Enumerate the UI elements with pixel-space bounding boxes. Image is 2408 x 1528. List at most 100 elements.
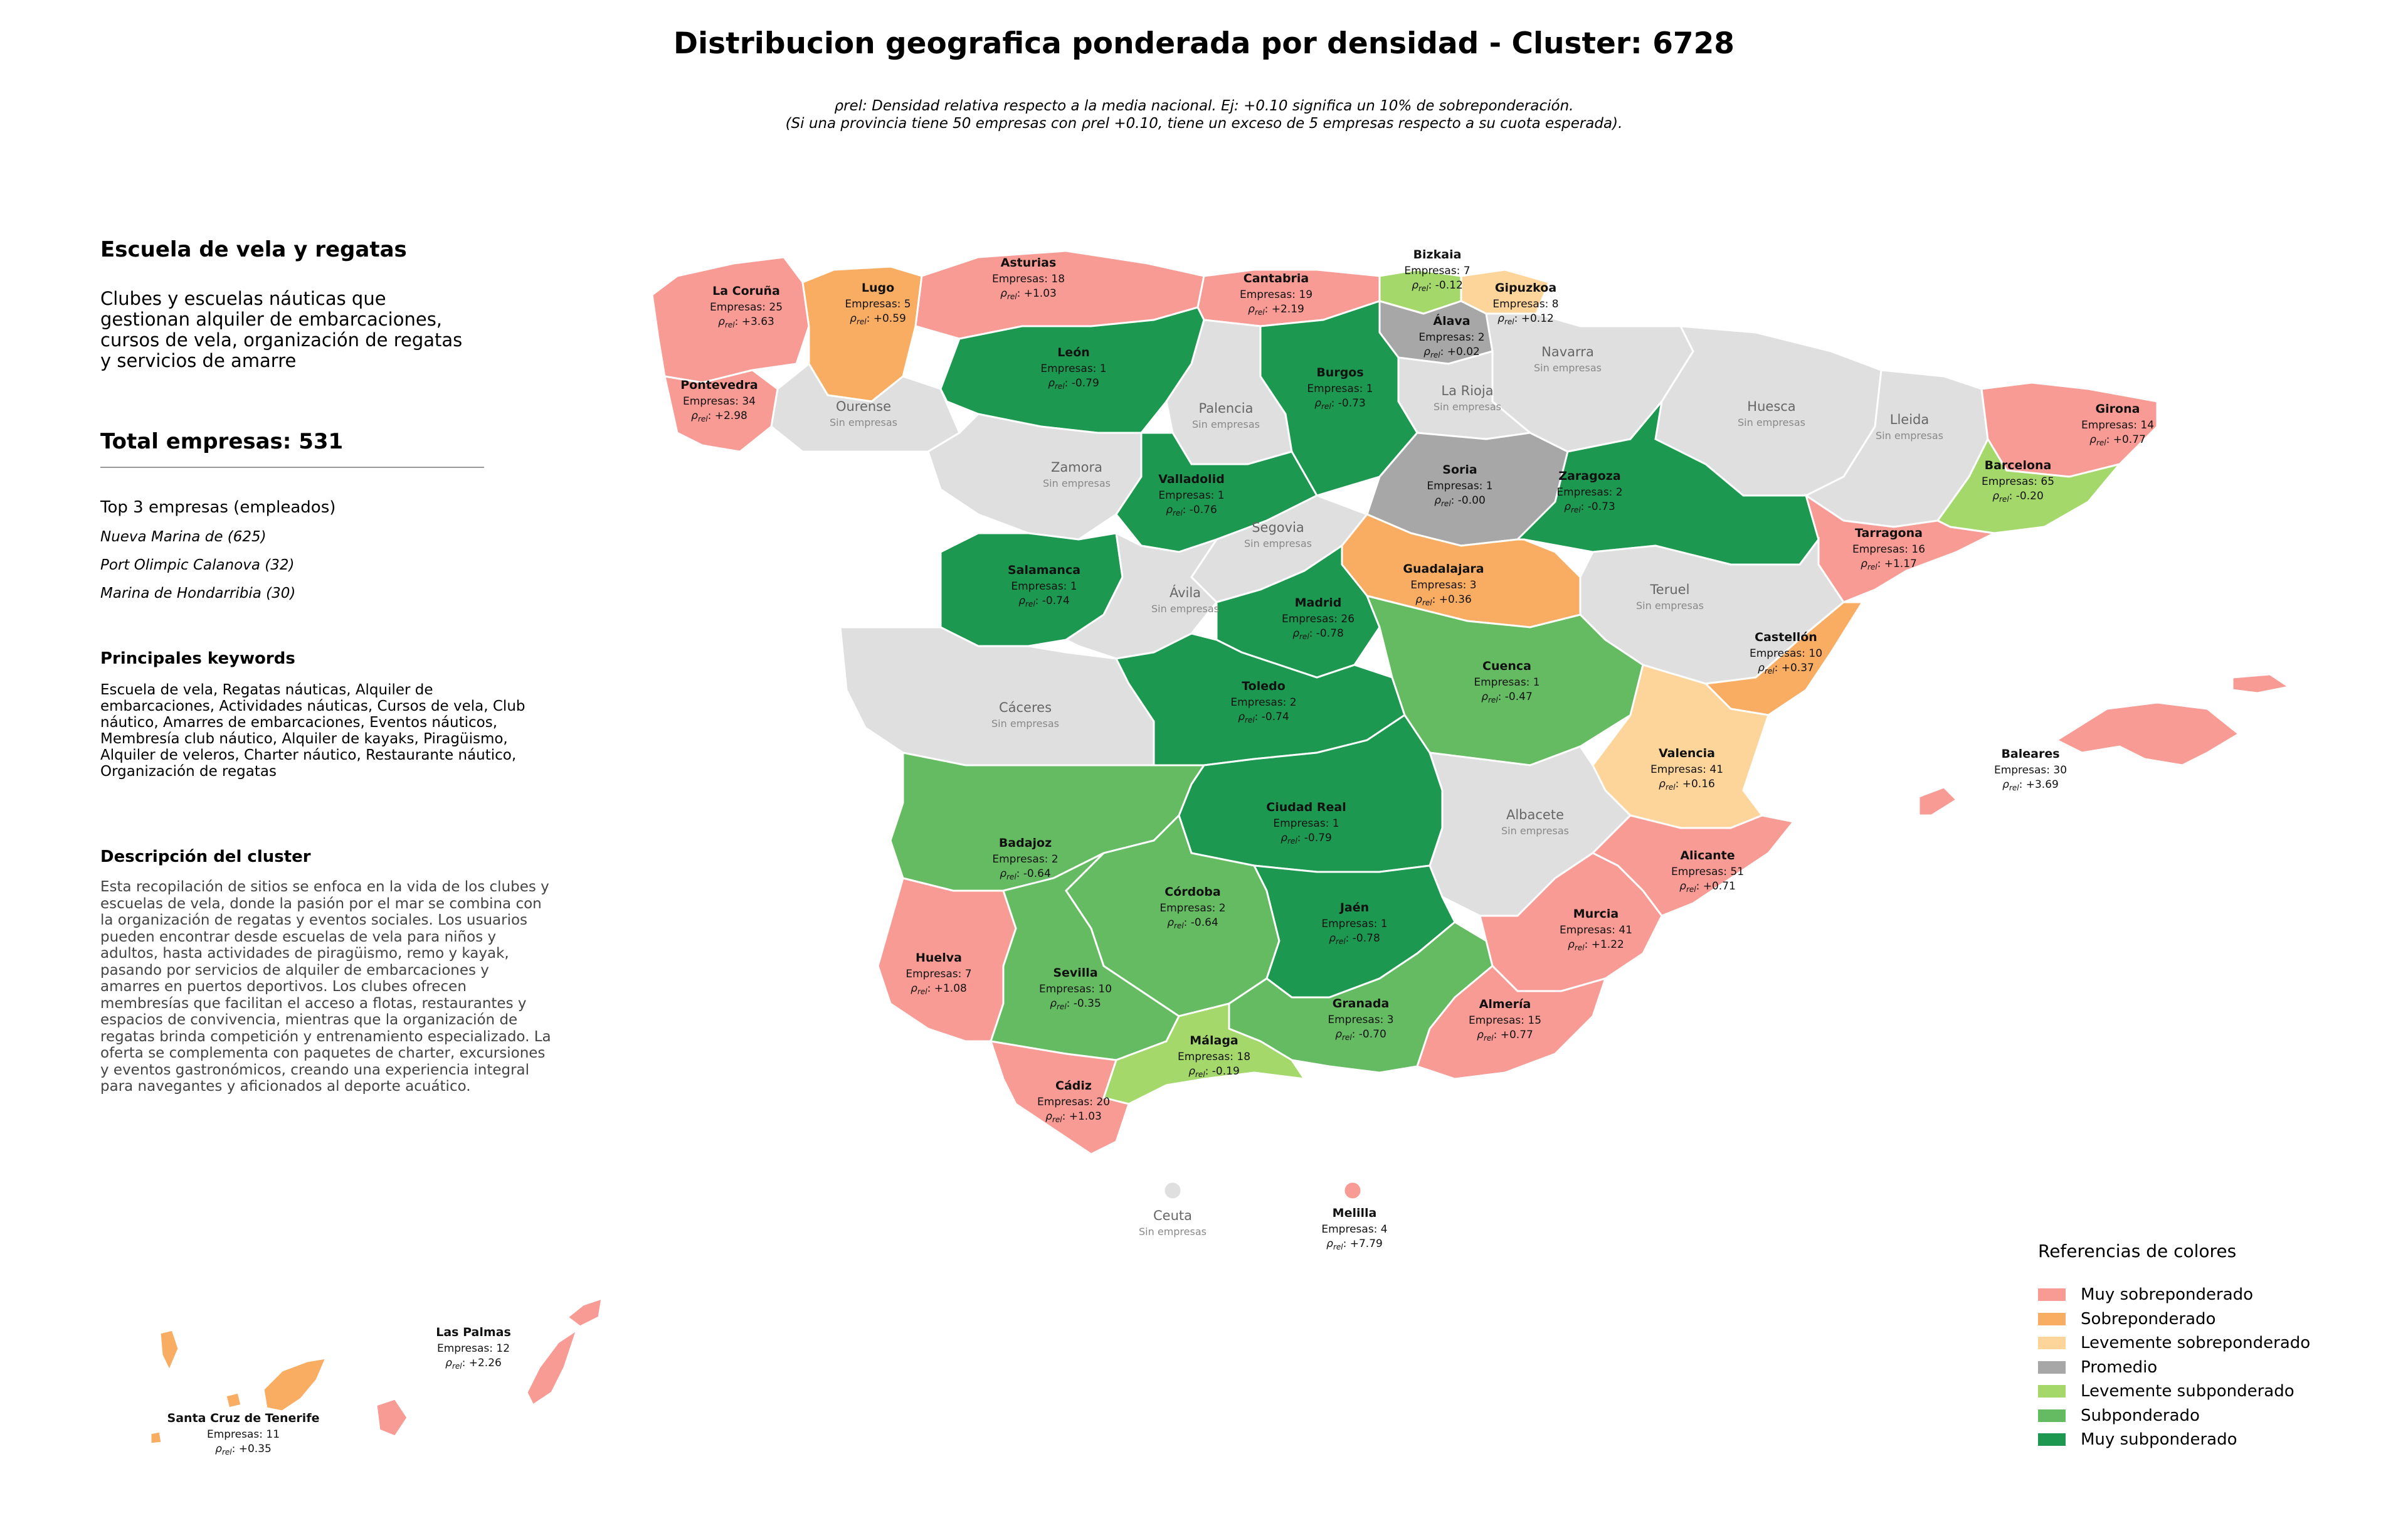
label-teruel: Teruel bbox=[1650, 582, 1690, 597]
label-pontevedra: Pontevedra bbox=[680, 378, 758, 392]
count-sevilla: Empresas: 10 bbox=[1039, 983, 1112, 995]
rho-asturias: ρrel: +1.03 bbox=[1000, 287, 1057, 301]
rho-burgos: ρrel: -0.73 bbox=[1314, 397, 1366, 411]
province-barcelona bbox=[1936, 437, 2123, 534]
count-lugo: Empresas: 5 bbox=[845, 298, 911, 310]
description-heading: Descripción del cluster bbox=[100, 847, 311, 866]
count-malaga: Empresas: 18 bbox=[1178, 1051, 1250, 1063]
label-cordoba: Córdoba bbox=[1164, 885, 1220, 899]
count-alicante: Empresas: 51 bbox=[1671, 866, 1744, 878]
rho-sevilla: ρrel: -0.35 bbox=[1050, 997, 1101, 1011]
rho-alava: ρrel: +0.02 bbox=[1423, 346, 1480, 359]
label-gipuzkoa: Gipuzkoa bbox=[1495, 281, 1556, 295]
label-la-rioja: La Rioja bbox=[1441, 383, 1493, 398]
label-burgos: Burgos bbox=[1316, 366, 1363, 379]
rho-alicante: ρrel: +0.71 bbox=[1679, 880, 1736, 894]
label-navarra: Navarra bbox=[1541, 344, 1594, 359]
rho-badajoz: ρrel: -0.64 bbox=[1000, 867, 1051, 881]
rho-gipuzkoa: ρrel: +0.12 bbox=[1497, 312, 1554, 326]
rho-melilla: ρrel: +7.79 bbox=[1326, 1238, 1383, 1251]
label-lugo: Lugo bbox=[862, 281, 894, 295]
rho-lugo: ρrel: +0.59 bbox=[850, 312, 906, 326]
nodata-palencia: Sin empresas bbox=[1192, 418, 1260, 430]
label-barcelona: Barcelona bbox=[1985, 459, 2052, 472]
legend-label: Levemente subponderado bbox=[2081, 1382, 2294, 1401]
rho-murcia: ρrel: +1.22 bbox=[1568, 938, 1624, 952]
nodata-huesca: Sin empresas bbox=[1738, 416, 1805, 428]
keywords-heading: Principales keywords bbox=[100, 649, 295, 668]
province-ceuta bbox=[1163, 1180, 1183, 1201]
top-company-2: Port Olimpic Calanova (32) bbox=[100, 557, 295, 573]
label-albacete: Albacete bbox=[1506, 807, 1564, 822]
rho-cordoba: ρrel: -0.64 bbox=[1167, 916, 1218, 930]
count-huelva: Empresas: 7 bbox=[906, 968, 971, 980]
legend-label: Muy subponderado bbox=[2081, 1430, 2237, 1450]
label-valencia: Valencia bbox=[1659, 746, 1715, 760]
legend-item-levemente-subponderado: Levemente subponderado bbox=[2038, 1379, 2389, 1404]
legend-item-levemente-sobreponderado: Levemente sobreponderado bbox=[2038, 1331, 2389, 1356]
count-melilla: Empresas: 4 bbox=[1321, 1223, 1387, 1236]
label-huelva: Huelva bbox=[916, 951, 962, 965]
count-granada: Empresas: 3 bbox=[1328, 1014, 1393, 1026]
label-granada: Granada bbox=[1333, 997, 1390, 1011]
rho-zaragoza: ρrel: -0.73 bbox=[1564, 501, 1615, 514]
rho-ciudad-real: ρrel: -0.79 bbox=[1281, 832, 1332, 846]
cluster-summary: Clubes y escuelas náuticas que gestionan… bbox=[100, 288, 463, 371]
rho-toledo: ρrel: -0.74 bbox=[1238, 711, 1289, 724]
count-soria: Empresas: 1 bbox=[1427, 480, 1492, 492]
rho-granada: ρrel: -0.70 bbox=[1335, 1028, 1386, 1042]
rho-valladolid: ρrel: -0.76 bbox=[1166, 504, 1217, 517]
label-palencia: Palencia bbox=[1199, 401, 1254, 416]
count-toledo: Empresas: 2 bbox=[1230, 696, 1296, 709]
label-avila: Ávila bbox=[1170, 585, 1201, 600]
legend-swatch bbox=[2038, 1385, 2066, 1398]
label-badajoz: Badajoz bbox=[999, 836, 1052, 850]
label-baleares: Baleares bbox=[2001, 747, 2059, 761]
province-baleares bbox=[1918, 673, 2291, 817]
count-asturias: Empresas: 18 bbox=[992, 273, 1065, 285]
legend-item-promedio: Promedio bbox=[2038, 1356, 2389, 1380]
keywords-list: Escuela de vela, Regatas náuticas, Alqui… bbox=[100, 682, 525, 780]
label-ciudad-real: Ciudad Real bbox=[1266, 800, 1346, 814]
nodata-ceuta: Sin empresas bbox=[1139, 1226, 1207, 1238]
label-alicante: Alicante bbox=[1680, 849, 1735, 862]
legend-label: Subponderado bbox=[2081, 1406, 2200, 1425]
count-salamanca: Empresas: 1 bbox=[1011, 580, 1077, 593]
rho-las-palmas: ρrel: +2.26 bbox=[445, 1357, 502, 1371]
legend-swatch bbox=[2038, 1433, 2066, 1446]
count-cordoba: Empresas: 2 bbox=[1159, 902, 1225, 915]
rho-leon: ρrel: -0.79 bbox=[1048, 377, 1099, 391]
rho-castellon: ρrel: +0.37 bbox=[1758, 662, 1814, 676]
legend-item-sobreponderado: Sobreponderado bbox=[2038, 1307, 2389, 1332]
label-ceuta: Ceuta bbox=[1153, 1208, 1192, 1223]
nodata-segovia: Sin empresas bbox=[1244, 538, 1312, 549]
rho-malaga: ρrel: -0.19 bbox=[1188, 1065, 1240, 1079]
count-santa-cruz-de-tenerife: Empresas: 11 bbox=[207, 1428, 280, 1441]
legend-swatch bbox=[2038, 1337, 2066, 1350]
rho-soria: ρrel: -0.00 bbox=[1434, 494, 1486, 508]
cluster-name: Escuela de vela y regatas bbox=[100, 237, 407, 262]
province-melilla bbox=[1343, 1180, 1363, 1201]
count-guadalajara: Empresas: 3 bbox=[1410, 579, 1476, 592]
count-leon: Empresas: 1 bbox=[1040, 363, 1106, 375]
count-la-coruna: Empresas: 25 bbox=[710, 301, 783, 314]
cluster-description: Esta recopilación de sitios se enfoca en… bbox=[100, 879, 551, 1095]
label-malaga: Málaga bbox=[1190, 1034, 1238, 1048]
label-la-coruna: La Coruña bbox=[712, 284, 780, 298]
legend-title: Referencias de colores bbox=[2038, 1241, 2237, 1261]
count-jaen: Empresas: 1 bbox=[1321, 918, 1387, 930]
rho-baleares: ρrel: +3.69 bbox=[2002, 778, 2059, 792]
count-pontevedra: Empresas: 34 bbox=[683, 395, 756, 408]
legend-swatch bbox=[2038, 1409, 2066, 1422]
nodata-albacete: Sin empresas bbox=[1501, 825, 1569, 837]
nodata-lleida: Sin empresas bbox=[1876, 430, 1943, 442]
rho-cadiz: ρrel: +1.03 bbox=[1045, 1110, 1102, 1124]
legend-swatch bbox=[2038, 1288, 2066, 1302]
label-salamanca: Salamanca bbox=[1008, 563, 1080, 577]
rho-huelva: ρrel: +1.08 bbox=[911, 982, 967, 996]
rho-cuenca: ρrel: -0.47 bbox=[1481, 691, 1533, 704]
label-madrid: Madrid bbox=[1295, 596, 1342, 610]
rho-la-coruna: ρrel: +3.63 bbox=[718, 316, 774, 329]
count-valladolid: Empresas: 1 bbox=[1158, 489, 1224, 502]
